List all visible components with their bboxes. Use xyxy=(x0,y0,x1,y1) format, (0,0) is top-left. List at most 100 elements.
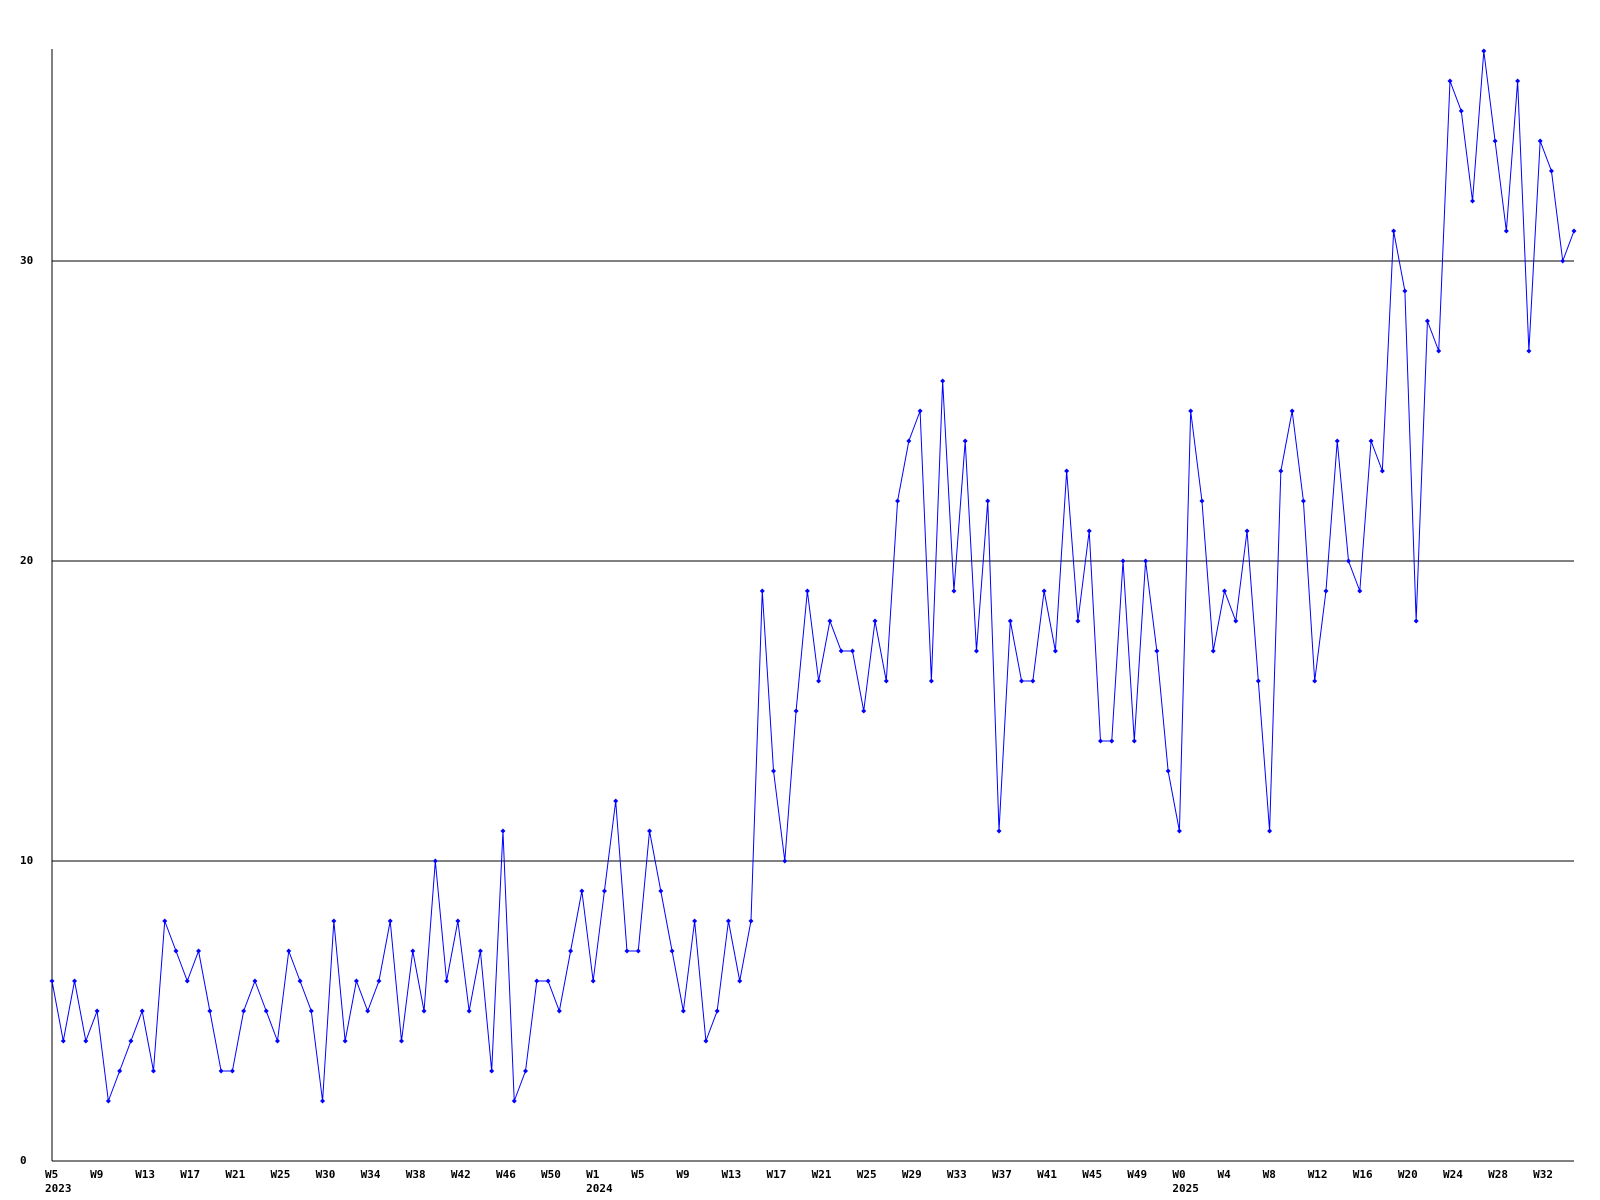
x-tick-label: W25 xyxy=(270,1168,290,1181)
point xyxy=(376,978,382,984)
point xyxy=(1165,768,1171,774)
x-year-label: 2023 xyxy=(45,1182,72,1195)
point xyxy=(387,918,393,924)
point xyxy=(996,828,1002,834)
point xyxy=(1357,588,1363,594)
point xyxy=(207,1008,213,1014)
point xyxy=(1289,408,1295,414)
point xyxy=(410,948,416,954)
point xyxy=(985,498,991,504)
point xyxy=(1548,168,1554,174)
point xyxy=(872,618,878,624)
point xyxy=(590,978,596,984)
point xyxy=(1109,738,1115,744)
x-tick-label: W42 xyxy=(451,1168,471,1181)
x-tick-label: W17 xyxy=(767,1168,787,1181)
point xyxy=(500,828,506,834)
point xyxy=(1086,528,1092,534)
point xyxy=(83,1038,89,1044)
point xyxy=(804,588,810,594)
point xyxy=(60,1038,66,1044)
point xyxy=(1503,228,1509,234)
point xyxy=(827,618,833,624)
x-tick-label: W8 xyxy=(1263,1168,1276,1181)
point xyxy=(229,1068,235,1074)
x-tick-label: W4 xyxy=(1218,1168,1232,1181)
point xyxy=(680,1008,686,1014)
point xyxy=(263,1008,269,1014)
x-tick-label: W37 xyxy=(992,1168,1012,1181)
point xyxy=(1233,618,1239,624)
point xyxy=(737,978,743,984)
x-tick-label: W25 xyxy=(857,1168,877,1181)
x-tick-label: W45 xyxy=(1082,1168,1102,1181)
point xyxy=(1244,528,1250,534)
point xyxy=(1447,78,1453,84)
point xyxy=(556,1008,562,1014)
series-line xyxy=(51,50,1575,1102)
point xyxy=(1413,618,1419,624)
point xyxy=(1560,258,1566,264)
point xyxy=(139,1008,145,1014)
x-year-label: 2025 xyxy=(1172,1182,1199,1195)
point xyxy=(184,978,190,984)
x-tick-label: W49 xyxy=(1127,1168,1147,1181)
point xyxy=(1097,738,1103,744)
x-tick-label: W46 xyxy=(496,1168,516,1181)
point xyxy=(1391,228,1397,234)
point xyxy=(1120,558,1126,564)
point xyxy=(466,1008,472,1014)
point xyxy=(1199,498,1205,504)
point xyxy=(816,678,822,684)
point xyxy=(1323,588,1329,594)
point xyxy=(455,918,461,924)
x-tick-label: W20 xyxy=(1398,1168,1418,1181)
point xyxy=(398,1038,404,1044)
x-tick-label: W12 xyxy=(1308,1168,1328,1181)
point xyxy=(759,588,765,594)
x-tick-label: W17 xyxy=(180,1168,200,1181)
point xyxy=(1030,678,1036,684)
point xyxy=(196,948,202,954)
x-tick-label: W9 xyxy=(90,1168,103,1181)
point xyxy=(906,438,912,444)
point xyxy=(725,918,731,924)
point xyxy=(49,978,55,984)
point xyxy=(1052,648,1058,654)
point xyxy=(1571,228,1577,234)
point xyxy=(331,918,337,924)
point xyxy=(274,1038,280,1044)
point xyxy=(1188,408,1194,414)
point xyxy=(973,648,979,654)
x-tick-label: W24 xyxy=(1443,1168,1463,1181)
point xyxy=(1041,588,1047,594)
point xyxy=(1526,348,1532,354)
point xyxy=(1492,138,1498,144)
point xyxy=(162,918,168,924)
x-tick-label: W13 xyxy=(721,1168,741,1181)
point xyxy=(771,768,777,774)
point xyxy=(252,978,258,984)
y-tick-label: 20 xyxy=(20,554,33,567)
point xyxy=(534,978,540,984)
point xyxy=(1131,738,1137,744)
point xyxy=(1210,648,1216,654)
point xyxy=(1379,468,1385,474)
point xyxy=(444,978,450,984)
y-tick-label: 10 xyxy=(20,854,33,867)
point xyxy=(1334,438,1340,444)
point xyxy=(117,1068,123,1074)
point xyxy=(218,1068,224,1074)
point xyxy=(1222,588,1228,594)
x-tick-label: W34 xyxy=(361,1168,381,1181)
point xyxy=(353,978,359,984)
point xyxy=(748,918,754,924)
x-tick-label: W50 xyxy=(541,1168,561,1181)
point xyxy=(793,708,799,714)
point xyxy=(613,798,619,804)
point xyxy=(962,438,968,444)
point xyxy=(523,1068,529,1074)
point xyxy=(1255,678,1261,684)
x-tick-label: W29 xyxy=(902,1168,922,1181)
